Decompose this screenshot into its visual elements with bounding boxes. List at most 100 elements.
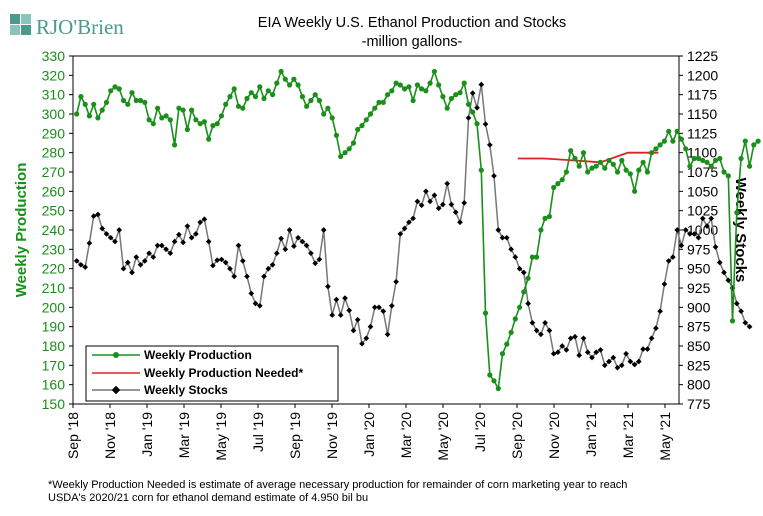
x-tick-label: Nov '20 (546, 412, 562, 459)
stocks-point (465, 115, 472, 121)
production-point (299, 94, 305, 100)
stocks-point (291, 243, 297, 250)
stocks-point (653, 325, 659, 332)
production-point (406, 84, 412, 90)
stocks-point (218, 256, 225, 263)
production-point (653, 146, 659, 152)
production-point (614, 169, 621, 175)
stocks-point (461, 200, 468, 206)
stocks-point (520, 269, 527, 276)
production-point (116, 86, 122, 92)
production-point (751, 142, 757, 148)
production-point (589, 165, 595, 171)
stocks-point (427, 198, 433, 205)
stocks-point (725, 277, 732, 284)
x-tick-label: Mar '19 (176, 412, 192, 458)
production-point (431, 68, 437, 75)
stocks-point (640, 346, 646, 352)
production-point (487, 372, 493, 378)
stocks-point (482, 121, 489, 127)
legend-label-production: Weekly Production (144, 348, 252, 362)
stocks-point (733, 300, 740, 307)
production-point (734, 210, 740, 216)
stocks-point (269, 261, 276, 268)
production-point (542, 215, 548, 221)
production-point (312, 92, 318, 98)
stocks-point (137, 261, 144, 268)
production-point (491, 378, 497, 384)
x-tick-label: Nov '19 (324, 412, 340, 459)
production-point (453, 92, 459, 98)
logo: RJO'Brien (10, 14, 124, 39)
stocks-point (73, 258, 80, 264)
chart-subtitle: -million gallons- (362, 34, 463, 50)
stocks-point (210, 262, 216, 269)
production-point (644, 169, 651, 175)
stocks-point (469, 90, 476, 96)
production-point (717, 155, 723, 162)
stocks-point (124, 259, 131, 266)
production-point (738, 155, 744, 162)
stocks-point (738, 308, 744, 315)
stocks-point (150, 254, 157, 260)
production-point (206, 136, 212, 142)
production-point (270, 92, 276, 98)
logo-mark-tile-3 (10, 25, 20, 35)
production-point (333, 132, 339, 138)
production-point (359, 123, 365, 129)
stocks-point (555, 349, 561, 356)
y-left-tick-label: 250 (42, 203, 66, 219)
production-point (120, 97, 127, 104)
production-point (478, 167, 484, 173)
production-point (538, 227, 544, 233)
production-point (465, 101, 472, 107)
y-left-tick-label: 150 (42, 396, 66, 412)
production-point (112, 84, 118, 90)
x-tick-label: Sep '18 (65, 412, 81, 459)
production-point (184, 126, 190, 133)
production-point (329, 115, 335, 121)
production-point (248, 90, 254, 96)
stocks-point (670, 254, 676, 260)
production-point (457, 90, 463, 96)
stocks-point (78, 261, 84, 268)
stocks-point (231, 273, 238, 280)
production-point (666, 128, 672, 134)
stocks-point (316, 256, 323, 263)
legend-marker-stocks (111, 385, 121, 395)
stocks-point (665, 258, 672, 264)
stocks-point (354, 316, 361, 323)
production-point (172, 142, 178, 148)
series-line-production-needed (517, 151, 659, 164)
production-point (683, 146, 689, 152)
production-point (499, 351, 506, 357)
stocks-point (214, 257, 221, 264)
production-point (674, 128, 680, 134)
stocks-point (440, 201, 446, 208)
stocks-point (627, 358, 634, 365)
stocks-point (716, 259, 723, 266)
stocks-point (184, 223, 191, 229)
y-left-tick-label: 240 (42, 222, 66, 238)
production-point (555, 181, 561, 187)
stocks-point (559, 343, 566, 349)
production-point (274, 80, 280, 86)
stocks-point (495, 227, 502, 233)
stocks-point (129, 269, 135, 276)
y-left-tick-label: 180 (42, 338, 66, 354)
production-point (508, 329, 514, 336)
production-point (338, 153, 344, 160)
x-tick-label: Jan '19 (139, 412, 155, 457)
stocks-point (563, 347, 570, 353)
production-point (610, 161, 616, 167)
stocks-point (623, 350, 629, 357)
stocks-point (576, 352, 583, 359)
production-point (657, 142, 663, 148)
y-right-tick-label: 900 (687, 299, 711, 315)
production-point (363, 117, 369, 123)
production-point (308, 97, 314, 104)
stocks-point (593, 349, 600, 356)
production-point (214, 121, 220, 127)
stocks-point (597, 347, 604, 353)
